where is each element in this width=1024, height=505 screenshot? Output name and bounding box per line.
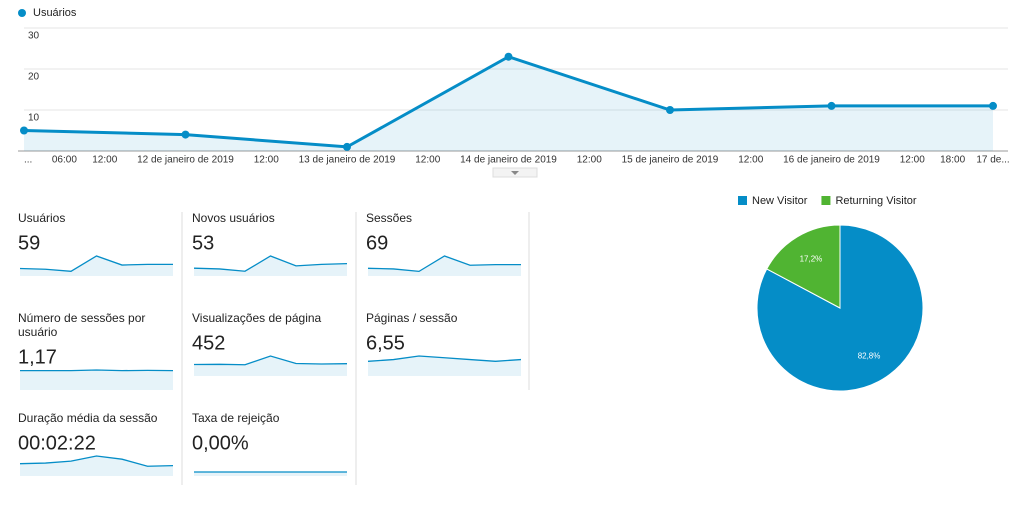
metric-value: 59 <box>18 232 40 254</box>
x-tick-label: 12:00 <box>92 155 117 166</box>
metric-value: 1,17 <box>18 346 57 368</box>
metric-label: Páginas / sessão <box>366 311 458 325</box>
sparkline <box>367 255 521 273</box>
x-tick-label: 06:00 <box>52 155 77 166</box>
y-tick-label: 30 <box>28 31 40 42</box>
point <box>181 130 190 139</box>
metric-label: Número de sessões por usuário <box>18 311 145 339</box>
point <box>20 126 28 135</box>
y-tick-label: 10 <box>28 113 40 124</box>
sparkline <box>193 255 348 272</box>
sparkline-area <box>20 256 173 276</box>
metric-label: Duração média da sessão <box>18 411 158 425</box>
sparkline-area <box>368 356 521 376</box>
legend-label: New Visitor <box>752 195 808 207</box>
metric-value: 69 <box>366 232 388 254</box>
x-tick-label: 17 de... <box>976 155 1009 166</box>
metric-label: Novos usuários <box>192 211 275 225</box>
x-tick-label: 14 de janeiro de 2019 <box>460 155 557 166</box>
x-tick-label: 15 de janeiro de 2019 <box>622 155 719 166</box>
legend-dot <box>18 9 26 17</box>
x-tick-label: ... <box>24 155 32 166</box>
y-tick-label: 20 <box>28 72 40 83</box>
metric-label: Taxa de rejeição <box>192 411 280 425</box>
x-tick-label: 12:00 <box>577 155 602 166</box>
point <box>343 142 351 151</box>
sparkline <box>19 455 174 467</box>
sparkline <box>193 355 348 366</box>
area <box>24 56 993 152</box>
legend-label: Usuários <box>33 7 77 19</box>
x-tick-label: 12:00 <box>900 155 925 166</box>
legend-label: Returning Visitor <box>835 195 916 207</box>
metric-value: 6,55 <box>366 332 405 354</box>
point <box>504 52 513 61</box>
metric-value: 0,00% <box>192 432 249 454</box>
slice-label: 17,2% <box>800 255 823 264</box>
point <box>666 106 674 114</box>
pie-slice <box>766 224 841 309</box>
metric-value: 00:02:22 <box>18 432 96 454</box>
sparkline <box>20 369 174 372</box>
slice-label: 82,8% <box>858 352 881 361</box>
sparkline-area <box>368 256 521 276</box>
x-tick-label: 12:00 <box>254 155 279 166</box>
x-tick-label: 13 de janeiro de 2019 <box>299 155 396 166</box>
metric-label: Visualizações de página <box>192 311 322 325</box>
x-tick-label: 12:00 <box>415 155 440 166</box>
point <box>827 101 836 110</box>
sparkline-area <box>194 256 347 276</box>
point <box>989 101 997 110</box>
metric-label: Sessões <box>366 211 412 225</box>
metric-value: 452 <box>192 332 225 354</box>
x-tick-label: 12 de janeiro de 2019 <box>137 155 234 166</box>
x-tick-label: 12:00 <box>738 155 763 166</box>
sparkline-area <box>20 370 173 390</box>
x-tick-label: 16 de janeiro de 2019 <box>783 155 880 166</box>
x-tick-label: 18:00 <box>940 155 965 166</box>
metric-label: Usuários <box>18 211 65 225</box>
legend-swatch <box>821 196 831 205</box>
sparkline-area <box>194 472 347 476</box>
sparkline-area <box>194 356 347 376</box>
legend-swatch <box>738 196 747 205</box>
sparkline <box>19 255 173 272</box>
metric-value: 53 <box>192 232 214 254</box>
collapse-arrow <box>511 171 519 175</box>
sparkline <box>367 355 522 362</box>
sparkline-area <box>20 456 173 476</box>
